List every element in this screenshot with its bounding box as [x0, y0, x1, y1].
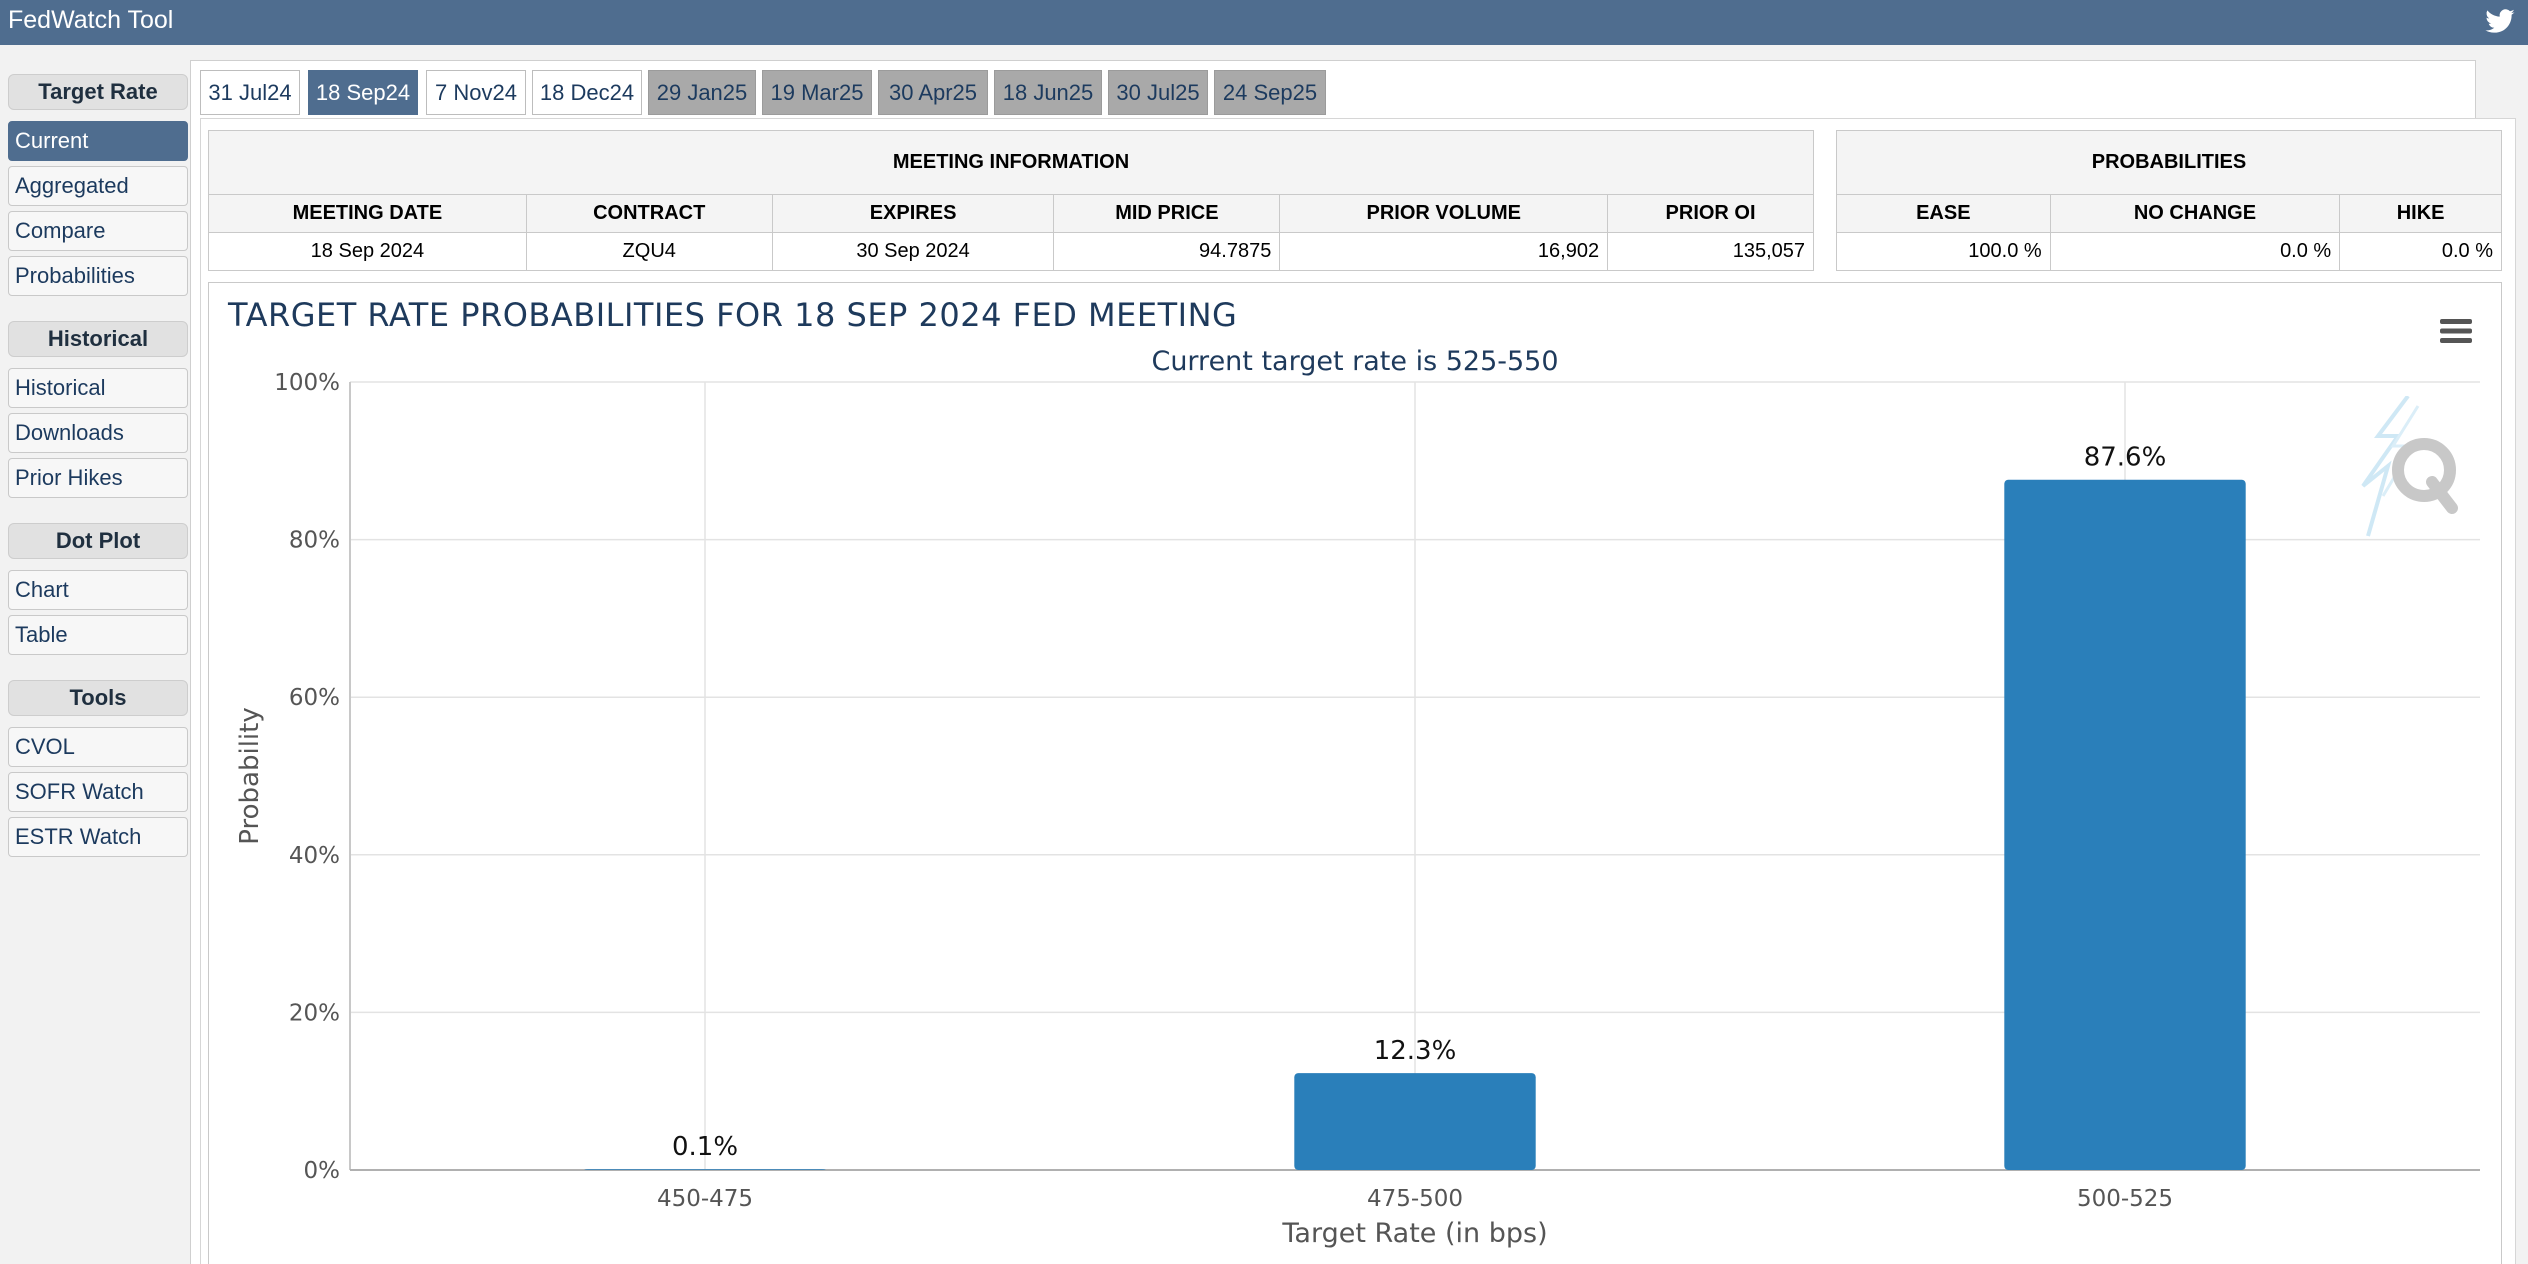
tab-18-sep24[interactable]: 18 Sep24: [308, 70, 418, 115]
sidebar-item-historical[interactable]: Historical: [8, 368, 188, 408]
sidebar-section-target-rate: Target Rate: [8, 74, 188, 110]
col-meeting-date: MEETING DATE: [208, 194, 527, 233]
twitter-icon[interactable]: [2482, 6, 2518, 38]
tab-30-apr25[interactable]: 30 Apr25: [878, 70, 988, 115]
sidebar-item-prior-hikes[interactable]: Prior Hikes: [8, 458, 188, 498]
y-tick-label: 100%: [274, 370, 340, 396]
x-axis-title: Target Rate (in bps): [1281, 1218, 1547, 1249]
sidebar-item-probabilities[interactable]: Probabilities: [8, 256, 188, 296]
cell-hike: 0.0 %: [2339, 232, 2502, 271]
y-tick-label: 40%: [289, 843, 340, 869]
col-prior-volume: PRIOR VOLUME: [1279, 194, 1609, 233]
sidebar-section-tools: Tools: [8, 680, 188, 716]
col-ease: EASE: [1836, 194, 2051, 233]
sidebar-section-dot-plot: Dot Plot: [8, 523, 188, 559]
col-mid-price: MID PRICE: [1053, 194, 1281, 233]
sidebar-item-estr-watch[interactable]: ESTR Watch: [8, 817, 188, 857]
sidebar-item-chart[interactable]: Chart: [8, 570, 188, 610]
meeting-info-header: MEETING INFORMATION: [208, 130, 1814, 195]
sidebar-item-current[interactable]: Current: [8, 121, 188, 161]
col-prior-oi: PRIOR OI: [1607, 194, 1814, 233]
data-label: 12.3%: [1374, 1036, 1457, 1066]
cell-mid-price: 94.7875: [1053, 232, 1281, 271]
cell-meeting-date: 18 Sep 2024: [208, 232, 527, 271]
tab-31-jul24[interactable]: 31 Jul24: [200, 70, 300, 115]
x-tick-label: 500-525: [2077, 1186, 2173, 1212]
sidebar-item-cvol[interactable]: CVOL: [8, 727, 188, 767]
bar-chart: 0% 20% 40% 60% 80% 100% 0.1% 450-475 12.3% 475-50…: [235, 370, 2480, 1249]
sidebar-section-historical: Historical: [8, 321, 188, 357]
tab-18-jun25[interactable]: 18 Jun25: [994, 70, 1102, 115]
tab-29-jan25[interactable]: 29 Jan25: [648, 70, 756, 115]
probabilities-header: PROBABILITIES: [1836, 130, 2502, 195]
sidebar-item-aggregated[interactable]: Aggregated: [8, 166, 188, 206]
tab-19-mar25[interactable]: 19 Mar25: [762, 70, 872, 115]
sidebar-item-compare[interactable]: Compare: [8, 211, 188, 251]
cell-expires: 30 Sep 2024: [771, 232, 1055, 271]
app-title: FedWatch Tool: [8, 6, 174, 34]
y-tick-label: 80%: [289, 528, 340, 554]
x-tick-label: 450-475: [657, 1186, 753, 1212]
chart-subtitle: Current target rate is 525-550: [1151, 346, 1559, 377]
col-contract: CONTRACT: [525, 194, 773, 233]
bar-500-525[interactable]: [2004, 479, 2246, 1170]
y-tick-label: 20%: [289, 1000, 340, 1026]
bar-450-475[interactable]: [584, 1169, 826, 1170]
bar-475-500[interactable]: [1294, 1073, 1536, 1170]
cell-prior-oi: 135,057: [1607, 232, 1814, 271]
tab-30-jul25[interactable]: 30 Jul25: [1108, 70, 1208, 115]
table-row: 100.0 % 0.0 % 0.0 %: [1836, 232, 2502, 271]
title-bar: FedWatch Tool: [0, 0, 2528, 45]
data-label: 0.1%: [672, 1132, 738, 1162]
chart-title: TARGET RATE PROBABILITIES FOR 18 SEP 202…: [228, 296, 1238, 334]
tab-18-dec24[interactable]: 18 Dec24: [532, 70, 642, 115]
table-row: 18 Sep 2024 ZQU4 30 Sep 2024 94.7875 16,…: [208, 232, 1814, 271]
sidebar-item-downloads[interactable]: Downloads: [8, 413, 188, 453]
cell-contract: ZQU4: [525, 232, 773, 271]
x-tick-label: 475-500: [1367, 1186, 1463, 1212]
cell-prior-volume: 16,902: [1279, 232, 1609, 271]
y-tick-label: 0%: [304, 1158, 341, 1184]
col-hike: HIKE: [2339, 194, 2502, 233]
sidebar-item-table[interactable]: Table: [8, 615, 188, 655]
y-tick-label: 60%: [289, 685, 340, 711]
data-label: 87.6%: [2084, 443, 2167, 473]
tab-7-nov24[interactable]: 7 Nov24: [426, 70, 526, 115]
col-no-change: NO CHANGE: [2049, 194, 2341, 233]
cell-ease: 100.0 %: [1836, 232, 2051, 271]
cell-no-change: 0.0 %: [2049, 232, 2341, 271]
col-expires: EXPIRES: [771, 194, 1055, 233]
y-axis-title: Probability: [235, 707, 265, 844]
probabilities-table: PROBABILITIES EASE NO CHANGE HIKE 100.0 …: [1836, 130, 2502, 271]
sidebar-item-sofr-watch[interactable]: SOFR Watch: [8, 772, 188, 812]
tab-24-sep25[interactable]: 24 Sep25: [1214, 70, 1326, 115]
chart-menu-icon[interactable]: [2438, 316, 2474, 346]
meeting-info-table: MEETING INFORMATION MEETING DATE CONTRAC…: [208, 130, 1814, 271]
quikstrike-logo-icon: [2361, 396, 2458, 537]
